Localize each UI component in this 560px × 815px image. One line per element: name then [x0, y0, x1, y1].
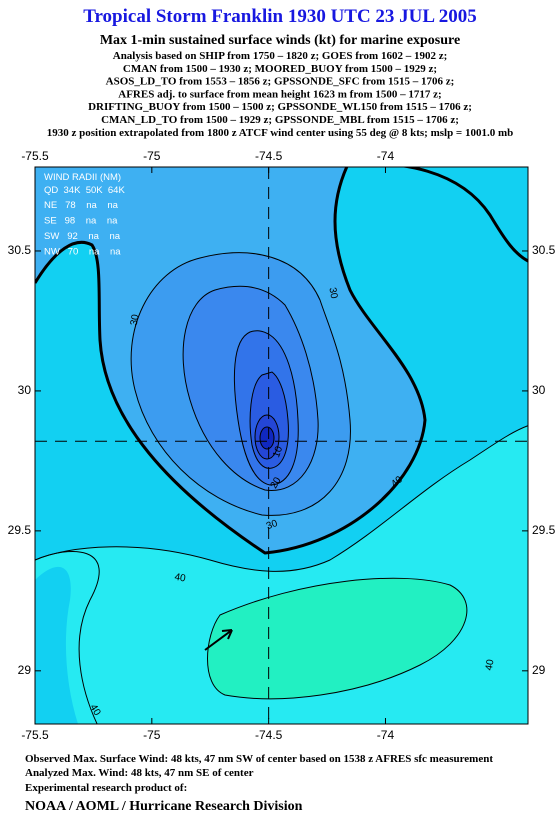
contour-line — [259, 426, 275, 450]
y-tick-label: 30 — [532, 383, 546, 397]
analysis-line: Analysis based on SHIP from 1750 – 1820 … — [113, 50, 448, 62]
y-tick-label: 30 — [18, 383, 32, 397]
x-tick-label: -74 — [377, 728, 395, 742]
contour-field — [35, 167, 528, 724]
y-tick-label: 29 — [532, 663, 546, 677]
y-tick-label: 29 — [18, 663, 32, 677]
contour-label: 40 — [484, 658, 497, 671]
subtitle: Max 1-min sustained surface winds (kt) f… — [100, 33, 460, 48]
y-tick-label: 29.5 — [532, 523, 556, 537]
analysis-line: CMAN from 1500 – 1930 z; MOORED_BUOY fro… — [123, 63, 437, 75]
x-tick-label: -75.5 — [21, 149, 49, 163]
x-tick-label: -75 — [143, 728, 161, 742]
analysis-line: AFRES adj. to surface from mean height 1… — [118, 88, 441, 100]
contour-label: 30 — [326, 287, 339, 300]
x-tick-label: -74 — [377, 149, 395, 163]
wind-radii-row: NW 70 na na — [44, 247, 121, 258]
contour-label: 30 — [129, 313, 142, 326]
contour-region — [35, 566, 79, 724]
analysis-line: CMAN_LD_TO from 1500 – 1929 z; GPSSONDE_… — [101, 114, 459, 126]
contour-label: 40 — [87, 703, 102, 719]
wind-radii-title: WIND RADII (NM) — [44, 172, 121, 183]
contour-line — [207, 577, 468, 700]
footer-line: Experimental research product of: — [25, 782, 187, 794]
contour-label: 30 — [265, 518, 280, 532]
wind-radii-header: QD 34K 50K 64K — [44, 185, 125, 196]
wind-radii-row: NE 78 na na — [44, 200, 119, 211]
wind-radii-row: SW 92 na na — [44, 231, 121, 242]
x-tick-label: -75 — [143, 149, 161, 163]
title: Tropical Storm Franklin 1930 UTC 23 JUL … — [83, 6, 477, 27]
overlay: -75.5 -75.5 -75 -75 -74.5 -74.5 -74 -74 29 29 29.5… — [8, 149, 556, 742]
contour-line — [35, 167, 528, 555]
y-tick-label: 29.5 — [8, 523, 32, 537]
credit: NOAA / AOML / Hurricane Research Divisio… — [25, 799, 303, 814]
contour-line — [35, 551, 100, 724]
frame — [34, 166, 529, 725]
footer-line: Observed Max. Surface Wind: 48 kts, 47 n… — [25, 753, 493, 765]
analysis-line: 1930 z position extrapolated from 1800 z… — [47, 127, 514, 139]
contour-label: 20 — [269, 475, 284, 491]
contour-label: 40 — [174, 572, 187, 585]
x-tick-label: -75.5 — [21, 728, 49, 742]
y-tick-label: 30.5 — [8, 243, 32, 257]
footer-line: Analyzed Max. Wind: 48 kts, 47 nm SE of … — [25, 767, 254, 779]
analysis-lines: Analysis based on SHIP from 1750 – 1820 … — [47, 50, 514, 139]
contour-label: 10 — [271, 445, 285, 460]
analysis-line: ASOS_LD_TO from 1553 – 1856 z; GPSSONDE_… — [106, 76, 455, 88]
y-tick-label: 30.5 — [532, 243, 556, 257]
motion-arrow — [204, 629, 233, 651]
analysis-line: DRIFTING_BUOY from 1500 – 1500 z; GPSSON… — [88, 101, 472, 113]
wind-radii-row: SE 98 na na — [44, 216, 118, 227]
x-tick-label: -74.5 — [255, 728, 283, 742]
x-tick-label: -74.5 — [255, 149, 283, 163]
